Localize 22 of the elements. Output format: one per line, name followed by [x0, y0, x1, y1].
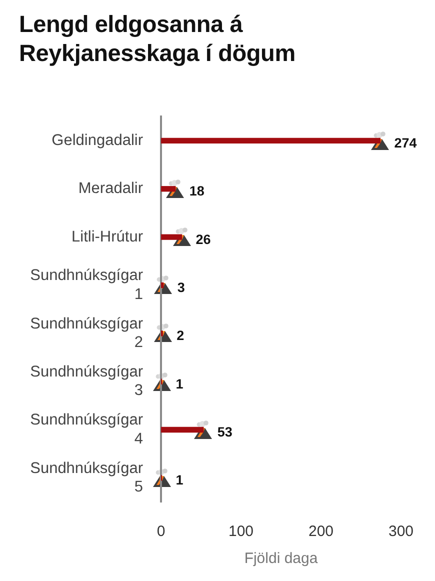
chart-title: Lengd eldgosanna á Reykjanesskaga í dögum [19, 10, 296, 68]
data-label: 53 [217, 424, 233, 440]
x-tick-label: 200 [308, 523, 334, 540]
data-label: 1 [176, 376, 184, 392]
x-tick-label: 300 [388, 523, 414, 540]
y-tick-label: Sundhnúksgígar 2 [30, 315, 143, 351]
data-label: 274 [394, 135, 418, 150]
data-label: 1 [176, 472, 184, 488]
x-tick-label: 100 [228, 523, 254, 540]
y-tick-label: Sundhnúksgígar 3 [30, 364, 143, 400]
x-axis-title: Fjöldi daga [244, 550, 318, 568]
data-label: 3 [177, 280, 186, 295]
y-tick-label: Sundhnúksgígar 4 [30, 412, 144, 448]
y-tick-label: Meradalir [78, 180, 143, 198]
data-label: 2 [176, 328, 184, 344]
y-tick-label: Sundhnúksgígar 5 [30, 460, 143, 496]
y-tick-label: Sundhnúksgígar 1 [30, 267, 143, 303]
y-tick-label: Litli-Hrútur [72, 228, 143, 246]
x-tick-label: 0 [156, 523, 166, 540]
data-label: 18 [189, 184, 205, 199]
y-tick-label: Geldingadalir [52, 132, 143, 149]
data-label: 26 [196, 232, 212, 247]
